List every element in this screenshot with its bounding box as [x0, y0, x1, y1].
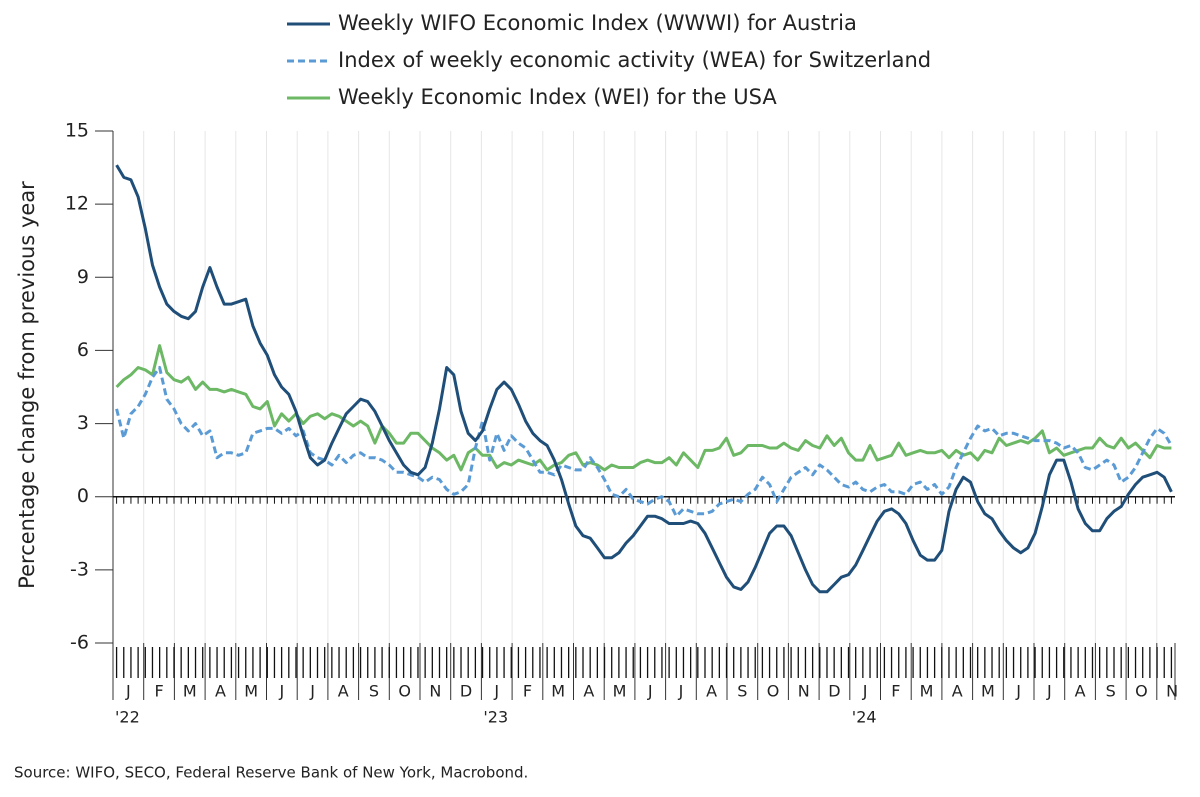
x-tick-label: J — [125, 682, 131, 701]
x-tick-label: J — [278, 682, 284, 701]
year-label: '22 — [115, 708, 140, 727]
y-tick-label: 15 — [65, 120, 89, 142]
x-tick-label: A — [952, 682, 963, 701]
legend-label: Weekly Economic Index (WEI) for the USA — [338, 85, 777, 109]
y-axis-label: Percentage change from previous year — [15, 181, 39, 589]
x-tick-label: S — [737, 682, 747, 701]
x-tick-label: D — [828, 682, 840, 701]
x-tick-label: M — [183, 682, 197, 701]
x-tick-label: M — [244, 682, 258, 701]
x-tick-label: M — [920, 682, 934, 701]
x-tick-label: J — [862, 682, 868, 701]
x-tick-label: A — [706, 682, 717, 701]
x-tick-label: N — [1166, 682, 1178, 701]
x-tick-label: O — [398, 682, 411, 701]
x-tick-label: J — [493, 682, 499, 701]
series-line — [115, 164, 1173, 594]
x-tick-label: A — [1075, 682, 1086, 701]
x-tick-label: A — [215, 682, 226, 701]
series-line — [115, 344, 1172, 472]
y-tick-label: 12 — [65, 193, 89, 215]
x-tick-label: N — [798, 682, 810, 701]
x-tick-label: F — [154, 682, 163, 701]
x-tick-label: F — [523, 682, 532, 701]
year-label: '23 — [483, 708, 508, 727]
x-tick-label: M — [981, 682, 995, 701]
legend-label: Weekly WIFO Economic Index (WWWI) for Au… — [338, 11, 857, 35]
source-note: Source: WIFO, SECO, Federal Reserve Bank… — [14, 764, 528, 782]
x-tick-label: J — [1015, 682, 1021, 701]
x-tick-label: D — [460, 682, 472, 701]
x-tick-label: F — [891, 682, 900, 701]
legend-label: Index of weekly economic activity (WEA) … — [338, 48, 931, 72]
series-line — [115, 366, 1173, 518]
x-tick-label: A — [338, 682, 349, 701]
x-tick-label: N — [429, 682, 441, 701]
y-tick-label: -6 — [70, 632, 89, 654]
x-tick-label: A — [583, 682, 594, 701]
x-tick-label: O — [767, 682, 780, 701]
x-tick-label: M — [613, 682, 627, 701]
y-tick-label: 0 — [77, 485, 89, 507]
x-tick-label: J — [647, 682, 653, 701]
y-tick-label: 6 — [77, 339, 89, 361]
x-tick-label: J — [309, 682, 315, 701]
x-tick-label: M — [551, 682, 565, 701]
x-tick-label: S — [1106, 682, 1116, 701]
year-label: '24 — [852, 708, 877, 727]
x-tick-label: S — [369, 682, 379, 701]
y-tick-label: -3 — [70, 558, 89, 580]
x-tick-label: O — [1135, 682, 1148, 701]
y-tick-label: 9 — [77, 266, 89, 288]
x-tick-label: J — [1046, 682, 1052, 701]
y-tick-label: 3 — [77, 412, 89, 434]
x-tick-label: J — [678, 682, 684, 701]
